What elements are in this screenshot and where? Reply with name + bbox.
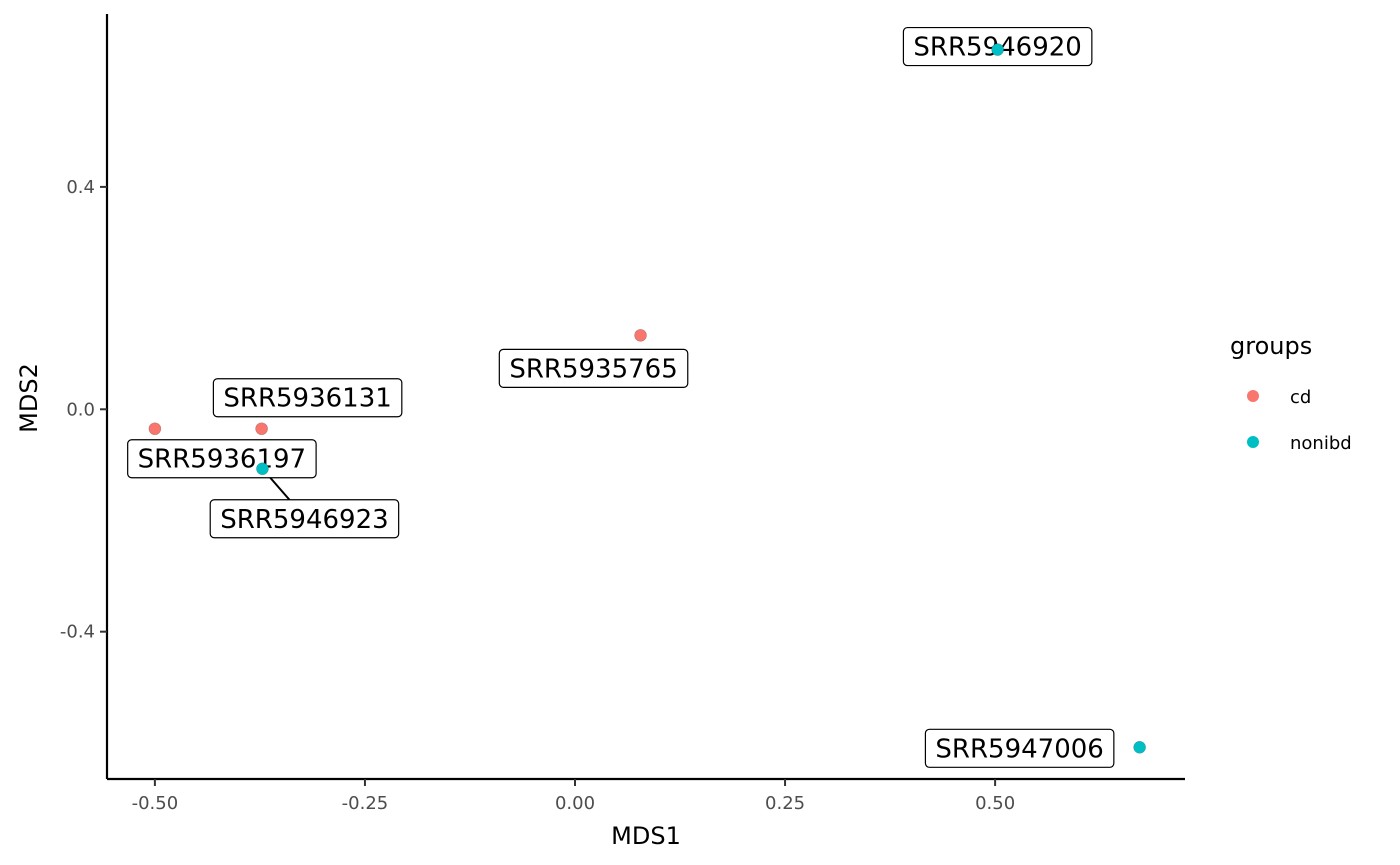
point-label-box [924,728,1115,768]
point-label-text: SRR5947006 [935,734,1103,764]
legend-key-nonibd [1247,436,1259,448]
point-label-box [498,348,689,388]
point-label-box [212,378,403,418]
axes-layer: -0.50 -0.25 0.00 0.25 0.50 -0.4 0.0 0.4 [60,14,1185,814]
point-label-box [209,499,400,539]
data-point-nonibd [1133,741,1146,754]
point-label: SRR5947006 [924,728,1115,768]
legend-label: nonibd [1290,433,1352,454]
data-point-cd [255,422,268,436]
point-layer [148,43,1146,754]
y-tick-label: 0.4 [66,177,95,198]
legend-label: cd [1290,387,1311,408]
x-tick-label: -0.25 [342,793,389,814]
point-label: SRR5946923 [209,499,400,539]
point-label-text: SRR5936197 [138,445,306,475]
point-label-box [127,439,317,479]
x-tick-label: 0.25 [765,793,805,814]
x-tick-label: -0.50 [132,793,179,814]
legend-title: groups [1230,332,1312,360]
data-point-cd [148,422,162,436]
y-tick-label: 0.0 [66,399,95,420]
y-axis-title: MDS2 [15,363,43,433]
data-point-cd [634,329,647,342]
data-point-nonibd [256,462,269,476]
point-label: SRR5936131 [212,378,403,418]
point-label: SRR5935765 [498,348,689,388]
legend: groups cd nonibd [1230,332,1352,454]
point-label-text: SRR5935765 [509,354,677,384]
y-tick-label: -0.4 [60,622,95,643]
point-label: SRR5936197 [127,439,317,479]
x-tick-label: 0.00 [555,793,595,814]
x-tick-label: 0.50 [975,793,1015,814]
point-label-layer: SRR5946920SRR5935765SRR5936131SRR5936197… [127,26,1115,768]
point-label-text: SRR5936131 [223,384,391,414]
data-point-nonibd [991,43,1004,56]
point-label-text: SRR5946923 [220,505,388,535]
x-axis-title: MDS1 [611,822,681,850]
legend-key-cd [1247,390,1259,402]
